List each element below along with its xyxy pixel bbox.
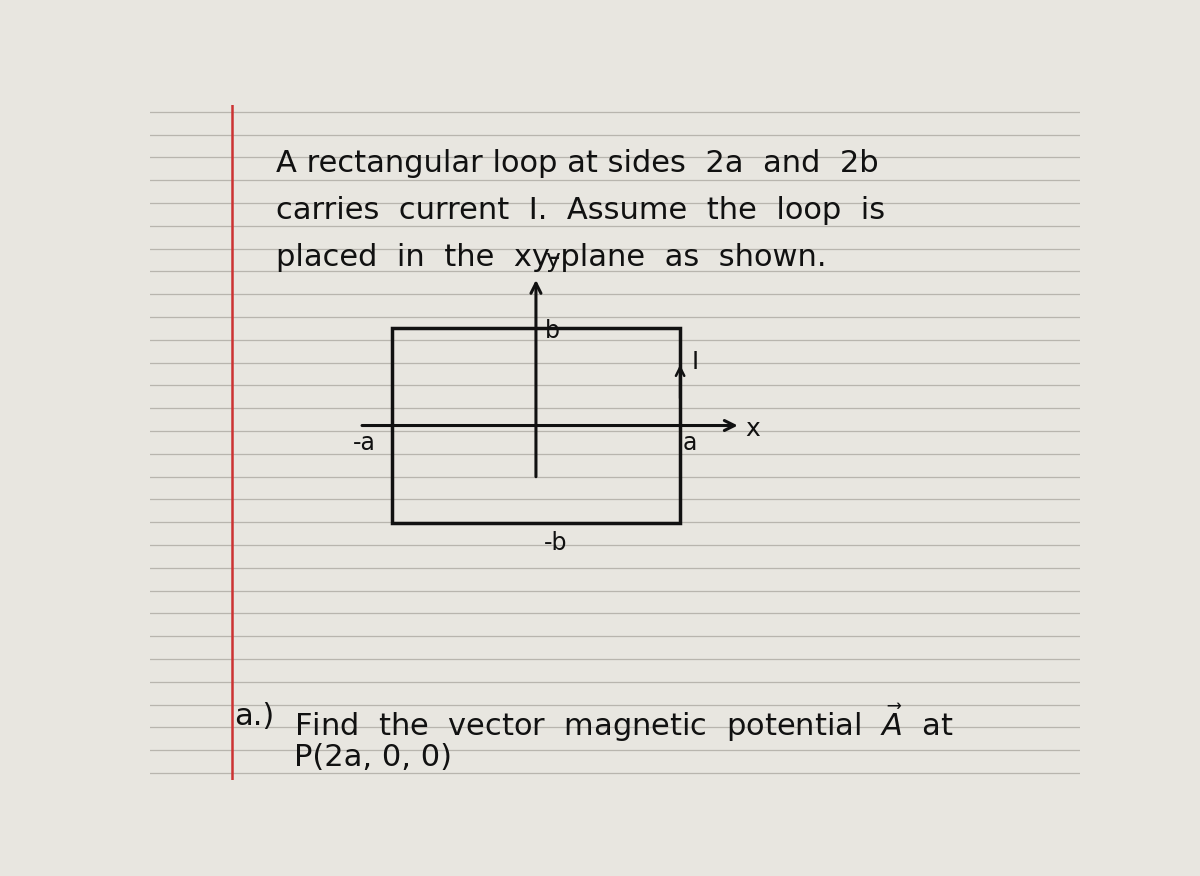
Text: b: b <box>545 319 560 343</box>
Text: A rectangular loop at sides  2a  and  2b: A rectangular loop at sides 2a and 2b <box>276 149 878 178</box>
Bar <box>391 328 680 523</box>
Text: Find  the  vector  magnetic  potential  $\vec{A}$  at: Find the vector magnetic potential $\vec… <box>294 702 954 744</box>
Text: x: x <box>745 417 760 441</box>
Text: -b: -b <box>544 532 566 555</box>
Text: a: a <box>683 431 697 455</box>
Text: a.): a.) <box>234 702 274 731</box>
Text: P(2a, 0, 0): P(2a, 0, 0) <box>294 743 452 772</box>
Text: carries  current  I.  Assume  the  loop  is: carries current I. Assume the loop is <box>276 196 884 225</box>
Text: I: I <box>691 350 698 374</box>
Text: y: y <box>545 248 560 272</box>
Text: placed  in  the  xy-plane  as  shown.: placed in the xy-plane as shown. <box>276 244 826 272</box>
Text: -a: -a <box>353 431 376 455</box>
